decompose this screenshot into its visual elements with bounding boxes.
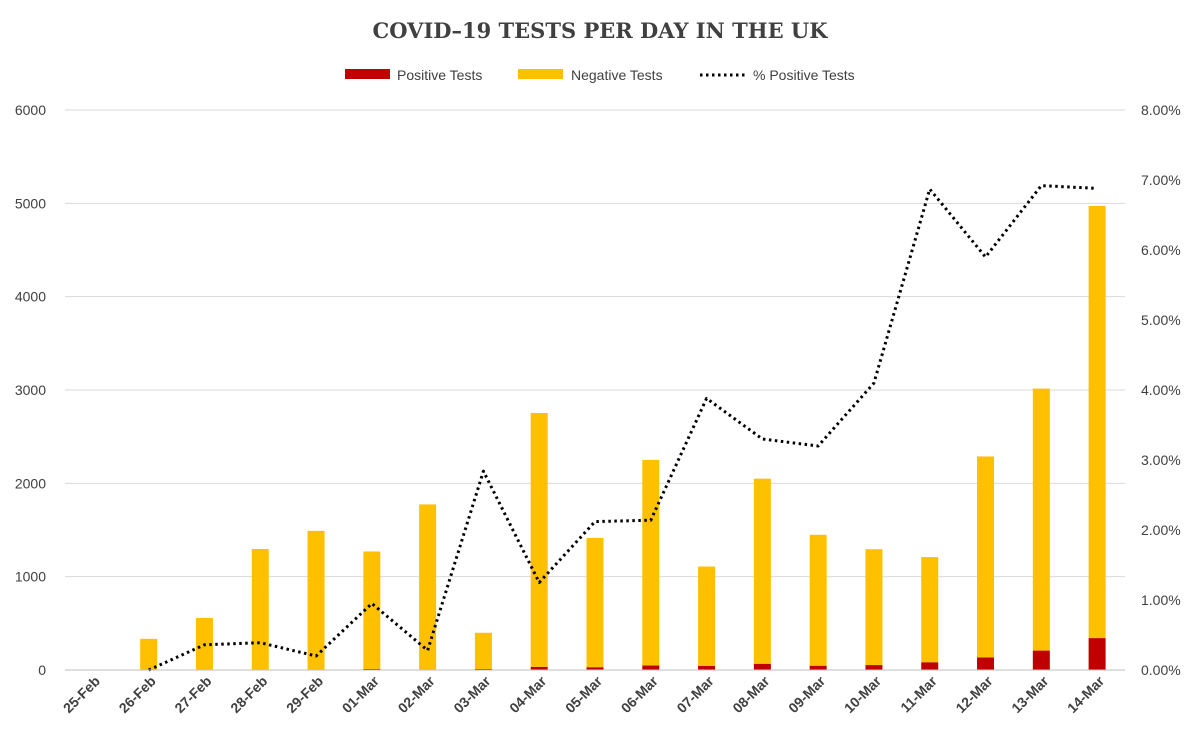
x-tick-label: 29-Feb [283,673,326,716]
y-right-tick-label: 3.00% [1141,452,1181,468]
bar-negative [363,551,381,669]
bar-positive [698,665,716,670]
bar-positive [865,665,883,670]
bar-negative [809,534,827,666]
x-tick-label: 01-Mar [339,672,383,716]
bar-positive [809,665,827,670]
bar-positive [1032,650,1050,670]
legend-label-positive: Positive Tests [397,67,482,83]
x-tick-label: 07-Mar [673,672,717,716]
y-left-tick-label: 4000 [15,289,46,305]
y-left-tick-label: 5000 [15,195,46,211]
bar-positive [977,657,995,670]
x-tick-label: 14-Mar [1064,672,1108,716]
bar-negative [698,566,716,666]
x-tick-label: 08-Mar [729,672,773,716]
bar-negative [753,478,771,664]
bar-positive [753,663,771,670]
y-right-tick-label: 5.00% [1141,312,1181,328]
x-tick-label: 10-Mar [841,672,885,716]
line-percent-positive [148,184,1098,672]
bar-positive [921,662,939,670]
bar-negative [474,632,492,669]
y-right-tick-label: 1.00% [1141,592,1181,608]
bar-positive [586,667,604,670]
y-right-tick-label: 8.00% [1141,102,1181,118]
bar-positive [530,666,548,670]
bar-negative [921,557,939,663]
bar-negative [1088,205,1106,639]
y-left-tick-label: 6000 [15,102,46,118]
y-axis-left: 0 1000 2000 3000 4000 5000 6000 [15,102,46,678]
bar-series [140,205,1106,670]
y-right-tick-label: 6.00% [1141,242,1181,258]
y-right-tick-label: 2.00% [1141,522,1181,538]
bar-negative [865,549,883,666]
x-tick-label: 09-Mar [785,672,829,716]
x-tick-label: 06-Mar [618,672,662,716]
y-left-tick-label: 0 [38,662,46,678]
x-tick-label: 04-Mar [506,672,550,716]
x-tick-label: 13-Mar [1008,672,1052,716]
bar-positive [1088,638,1106,670]
legend-label-percent: % Positive Tests [753,67,855,83]
bar-positive [642,665,660,670]
y-left-tick-label: 1000 [15,569,46,585]
x-axis: 25-Feb 26-Feb 27-Feb 28-Feb 29-Feb 01-Mar 02-M… [60,669,1125,716]
bar-negative [642,459,660,666]
y-right-tick-label: 7.00% [1141,172,1181,188]
bar-positive [363,668,381,670]
y-axis-right: 0.00% 1.00% 2.00% 3.00% 4.00% 5.00% 6.00% 7.00%… [1141,102,1181,678]
x-tick-label: 03-Mar [450,672,494,716]
legend: Positive Tests Negative Tests % Positive T… [345,67,855,83]
x-tick-label: 12-Mar [952,672,996,716]
bar-negative [977,456,995,658]
y-left-tick-label: 3000 [15,382,46,398]
x-tick-label: 26-Feb [116,673,159,716]
x-tick-label: 11-Mar [897,672,940,715]
x-tick-label: 02-Mar [395,672,439,716]
bar-negative [1032,388,1050,651]
legend-swatch-negative [518,69,563,79]
legend-label-negative: Negative Tests [571,67,663,83]
y-left-tick-label: 2000 [15,475,46,491]
x-tick-label: 28-Feb [227,673,270,716]
y-right-tick-label: 0.00% [1141,662,1181,678]
x-tick-label: 05-Mar [562,672,606,716]
x-tick-label: 27-Feb [171,673,214,716]
line-series [148,184,1098,672]
bar-negative [419,504,437,670]
bar-positive [474,668,492,670]
bar-negative [307,530,325,670]
bar-negative [251,548,269,670]
legend-swatch-positive [345,69,390,79]
y-right-tick-label: 4.00% [1141,382,1181,398]
chart-title: COVID–19 TESTS PER DAY IN THE UK [373,18,829,43]
gridlines [65,109,1125,671]
bar-negative [140,638,158,670]
bar-negative [586,537,604,668]
x-tick-label: 25-Feb [60,673,103,716]
bar-negative [530,412,548,667]
